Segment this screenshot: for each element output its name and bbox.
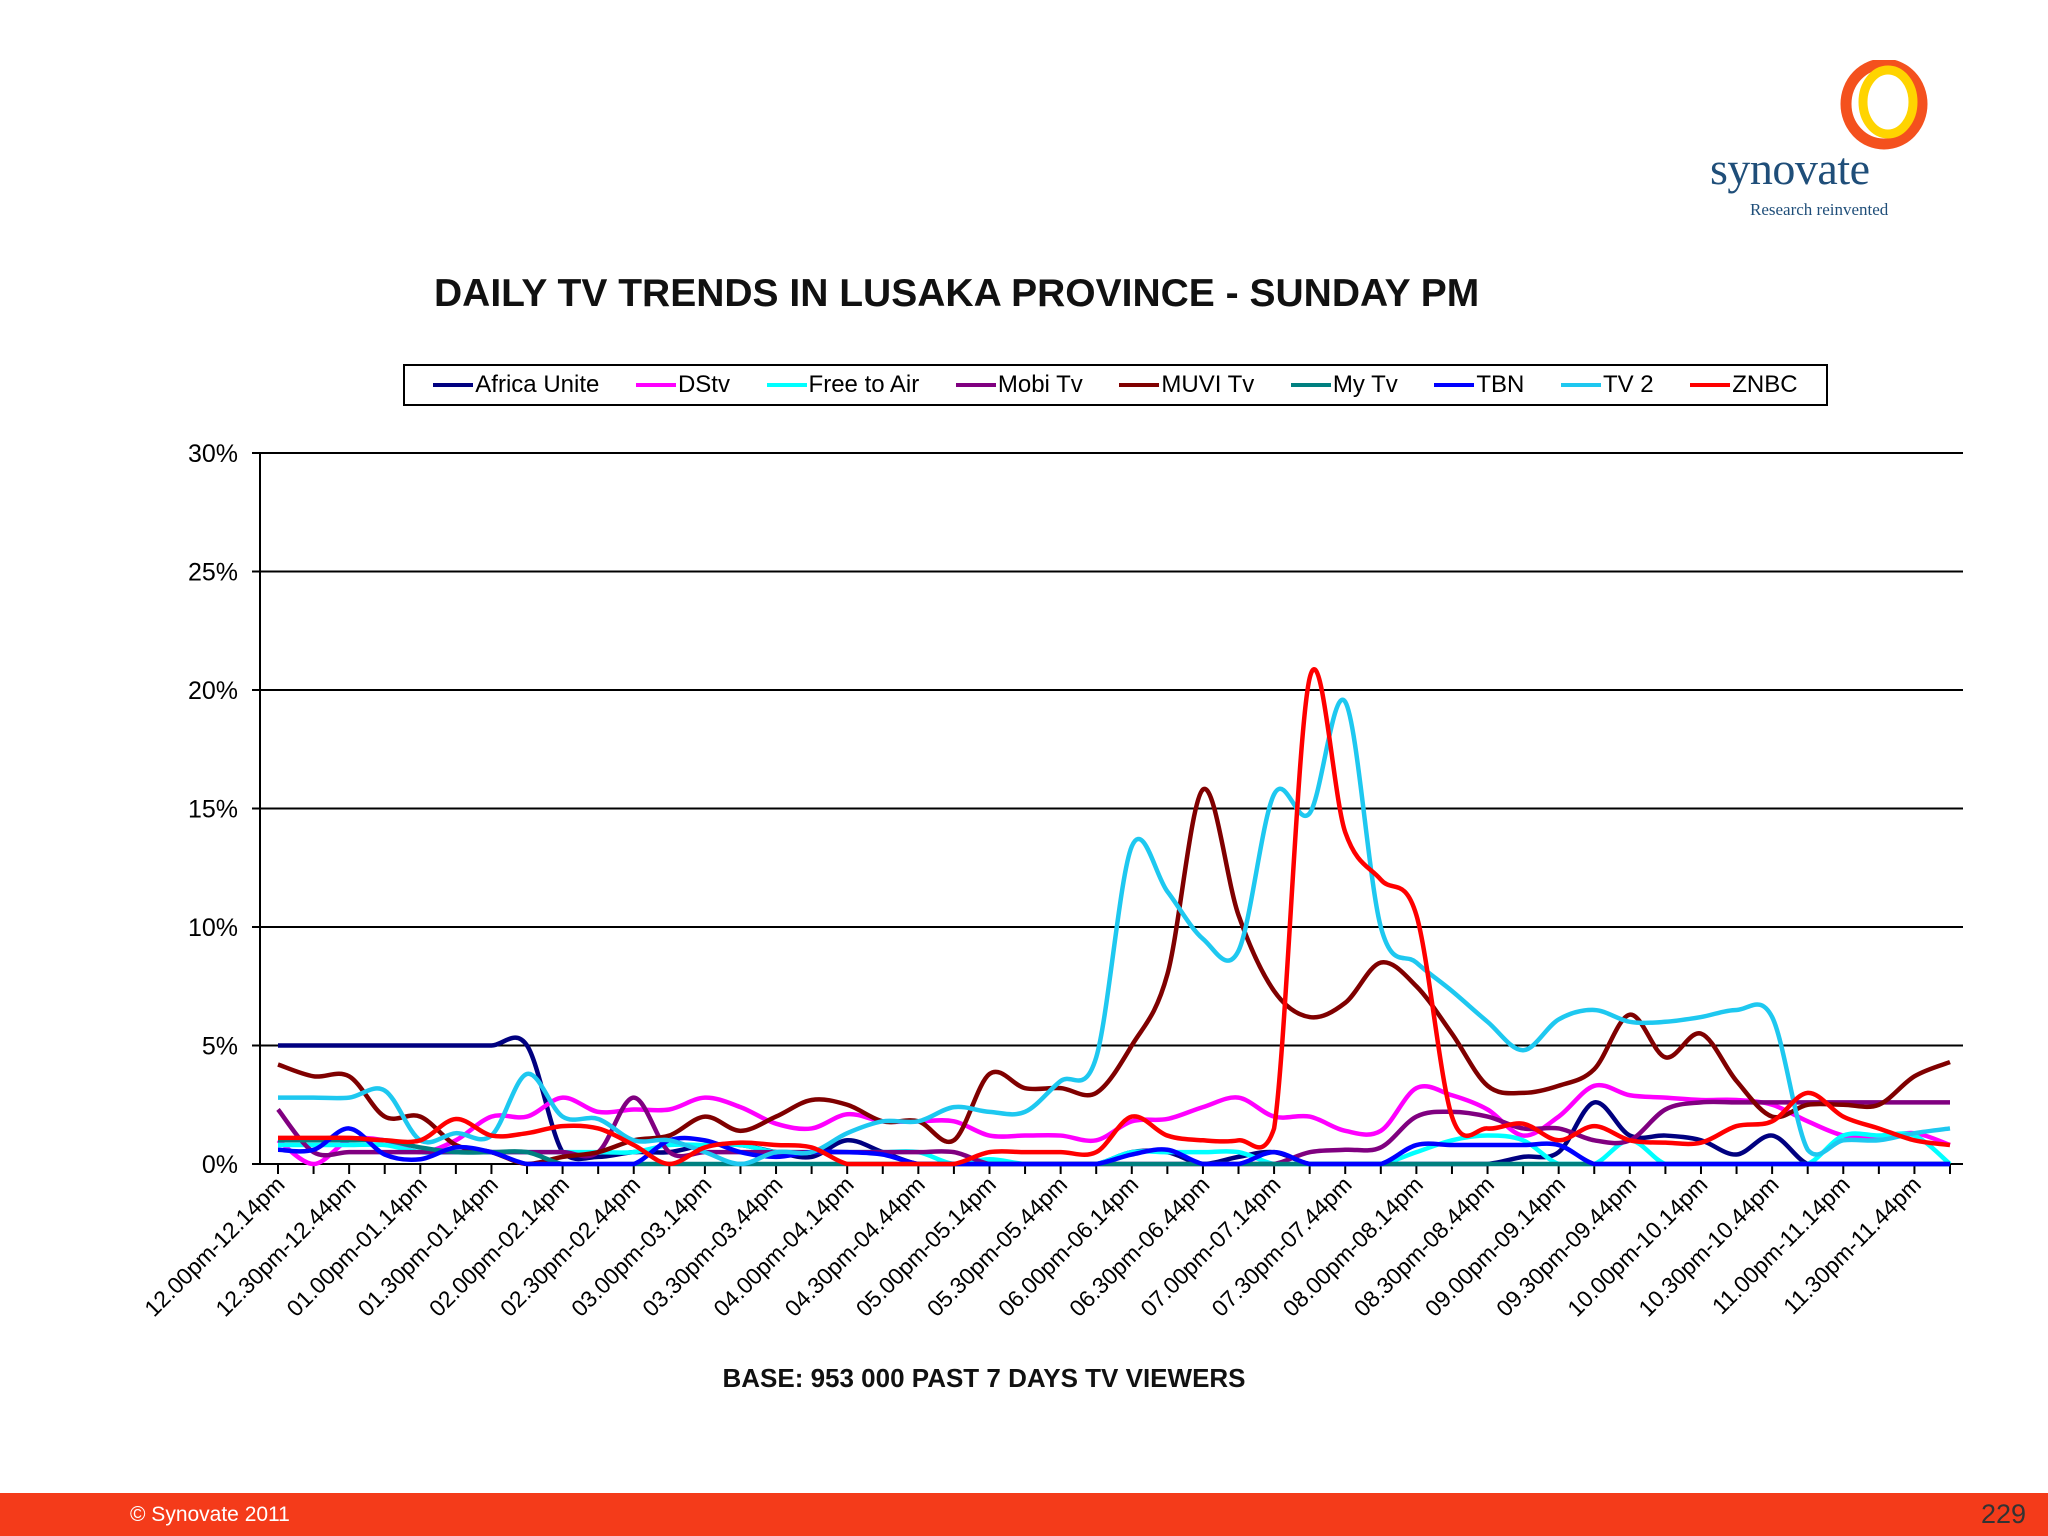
logo-ring-inner (1858, 65, 1918, 139)
footer-bar: © Synovate 2011 229 (0, 1493, 2048, 1536)
series-line-tbn (277, 1126, 1950, 1167)
synovate-logo: synovate Research reinvented (1700, 60, 1960, 230)
legend-item-muvi-tv: MUVI Tv (1119, 371, 1254, 399)
logo-ring-icon (1840, 60, 1928, 150)
legend-label: TBN (1476, 371, 1525, 398)
legend-swatch (1290, 383, 1331, 387)
y-tick-label: 5% (202, 1033, 238, 1061)
legend-swatch (955, 383, 996, 387)
legend-label: Mobi Tv (997, 371, 1083, 398)
legend-item-tbn: TBN (1434, 371, 1524, 399)
y-tick-label: 0% (202, 1151, 238, 1179)
series-line-muvi-tv (277, 786, 1951, 1167)
legend-swatch (1119, 383, 1160, 387)
legend-swatch (1690, 383, 1731, 387)
legend-label: My Tv (1332, 371, 1398, 398)
gridlines (260, 452, 1963, 1047)
legend-label: TV 2 (1602, 371, 1654, 398)
chart-title: DAILY TV TRENDS IN LUSAKA PROVINCE - SUN… (434, 272, 1480, 315)
logo-ring-outer (1840, 60, 1928, 150)
chart-legend: Africa Unite DStv Free to Air Mobi Tv MUVI T… (403, 364, 1828, 406)
x-axis: 12.00pm-12.14pm12.30pm-12.44pm01.00pm-01… (139, 453, 1963, 1322)
logo-tagline: Research reinvented (1750, 200, 1889, 219)
legend-swatch (766, 383, 807, 387)
legend-item-znbc: ZNBC (1690, 371, 1798, 399)
legend-swatch (635, 383, 676, 387)
legend-item-my-tv: My Tv (1290, 371, 1398, 399)
y-tick-label: 15% (188, 796, 238, 824)
series-line-znbc (278, 666, 1951, 1167)
legend-label: Africa Unite (475, 371, 600, 398)
legend-swatch (1560, 383, 1601, 387)
legend-item-free-to-air: Free to Air (766, 371, 920, 399)
y-tick-label: 25% (188, 559, 238, 587)
legend-item-mobi-tv: Mobi Tv (955, 371, 1083, 399)
legend-swatch (1434, 383, 1475, 387)
y-axis-ticks: 0% 5% 10% 15% 20% 25% 30% (188, 440, 260, 1179)
legend-item-africa-unite: Africa Unite (433, 371, 599, 399)
copyright-text: © Synovate 2011 (130, 1503, 290, 1526)
x-axis-label: BASE: 953 000 PAST 7 DAYS TV VIEWERS (722, 1363, 1245, 1393)
series-line-tv-2 (278, 697, 1951, 1167)
legend-item-dstv: DStv (635, 371, 730, 399)
x-tick-label: 11.30pm-11.44pm (1778, 1171, 1926, 1319)
y-tick-label: 20% (188, 677, 238, 705)
page-number: 229 (1980, 1499, 2026, 1529)
legend-swatch (433, 383, 474, 387)
legend-label: DStv (677, 371, 730, 398)
legend-label: Free to Air (808, 371, 920, 398)
legend-label: ZNBC (1732, 371, 1798, 398)
y-tick-label: 30% (188, 440, 238, 468)
y-tick-label: 10% (188, 914, 238, 942)
legend-item-tv-2: TV 2 (1560, 371, 1654, 399)
series-lines (276, 666, 1952, 1167)
line-chart: 0% 5% 10% 15% 20% 25% 30% 12.00pm-12.14pm12.30… (139, 440, 1963, 1393)
logo-wordmark: synovate (1710, 143, 1870, 194)
legend-label: MUVI Tv (1161, 371, 1255, 398)
